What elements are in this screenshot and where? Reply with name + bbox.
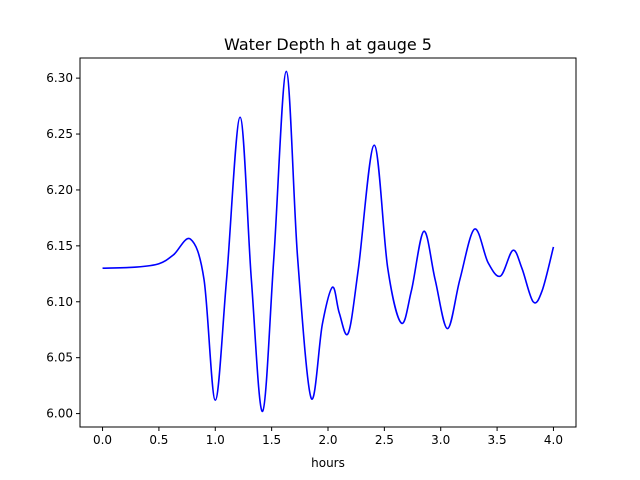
x-tick-label: 3.5 [488,433,507,447]
y-tick-label: 6.05 [46,351,73,365]
x-tick-label: 3.0 [431,433,450,447]
series-line-0 [102,70,555,413]
x-axis-label: hours [311,456,345,470]
y-tick-label: 6.00 [46,407,73,421]
x-tick-label: 0.0 [93,433,112,447]
x-axis: 0.0 0.5 1.0 1.5 2.0 2.5 3.0 3.5 4.0 [93,427,563,447]
x-tick-label: 0.5 [149,433,168,447]
x-tick-label: 2.5 [375,433,394,447]
y-tick-label: 6.20 [46,183,73,197]
plot-area [102,70,555,413]
x-tick-label: 4.0 [544,433,563,447]
x-tick-label: 1.0 [206,433,225,447]
y-tick-label: 6.15 [46,239,73,253]
y-tick-label: 6.25 [46,127,73,141]
x-tick-label: 2.0 [318,433,337,447]
y-tick-label: 6.10 [46,295,73,309]
y-tick-label: 6.30 [46,71,73,85]
chart-title: Water Depth h at gauge 5 [224,35,432,54]
x-tick-label: 1.5 [262,433,281,447]
y-axis: 6.00 6.05 6.10 6.15 6.20 6.25 6.30 [46,71,80,421]
